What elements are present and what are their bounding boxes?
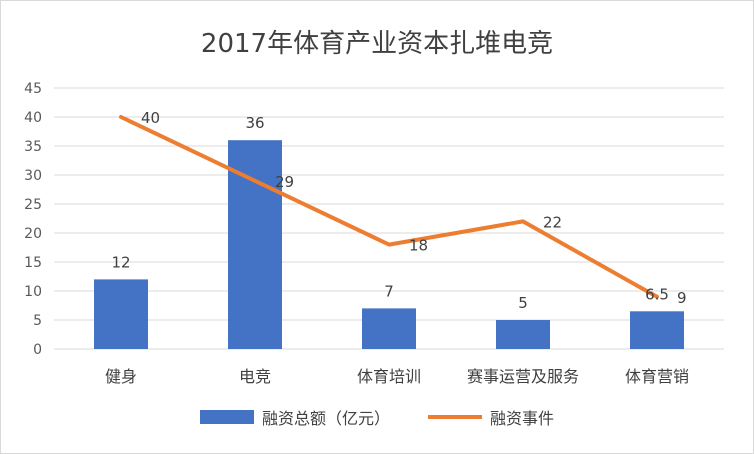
chart-legend: 融资总额（亿元） 融资事件 [1, 405, 753, 429]
y-tick-label: 45 [24, 81, 42, 97]
line-data-label: 29 [275, 173, 294, 191]
bar-data-label: 36 [245, 114, 264, 132]
bar [362, 308, 416, 349]
line-data-label: 22 [543, 213, 562, 231]
legend-item-financing-events: 融资事件 [428, 405, 554, 429]
x-tick-label: 健身 [105, 367, 137, 386]
chart-title: 2017年体育产业资本扎堆电竞 [200, 29, 554, 59]
legend-label-financing-amount: 融资总额（亿元） [261, 409, 390, 428]
x-tick-label: 体育培训 [357, 367, 421, 386]
y-tick-label: 25 [24, 197, 42, 213]
bar-data-label: 6.5 [645, 285, 669, 303]
y-tick-label: 5 [33, 313, 42, 329]
y-tick-label: 0 [33, 342, 42, 358]
bar-data-label: 7 [384, 282, 394, 300]
legend-item-financing-amount: 融资总额（亿元） [199, 405, 390, 429]
line-data-label: 40 [141, 109, 160, 127]
bar-data-label: 5 [518, 294, 528, 312]
line-data-label: 9 [677, 289, 687, 307]
x-tick-label: 赛事运营及服务 [467, 367, 579, 386]
bar-data-label: 12 [111, 253, 130, 271]
bar [496, 320, 550, 349]
y-tick-label: 40 [24, 110, 42, 126]
bar [94, 279, 148, 349]
bar [228, 140, 282, 349]
bar [630, 311, 684, 349]
y-tick-label: 20 [24, 226, 42, 242]
line-series [119, 115, 659, 299]
y-tick-label: 35 [24, 139, 42, 155]
legend-swatch-line [428, 415, 482, 419]
x-tick-label: 体育营销 [625, 367, 689, 386]
legend-label-financing-events: 融资事件 [490, 409, 555, 428]
y-tick-label: 10 [24, 284, 42, 300]
line-data-label: 18 [409, 237, 428, 255]
x-tick-label: 电竞 [239, 367, 271, 386]
y-tick-label: 30 [24, 168, 42, 184]
legend-swatch-bar [199, 410, 254, 424]
y-tick-label: 15 [24, 255, 42, 271]
